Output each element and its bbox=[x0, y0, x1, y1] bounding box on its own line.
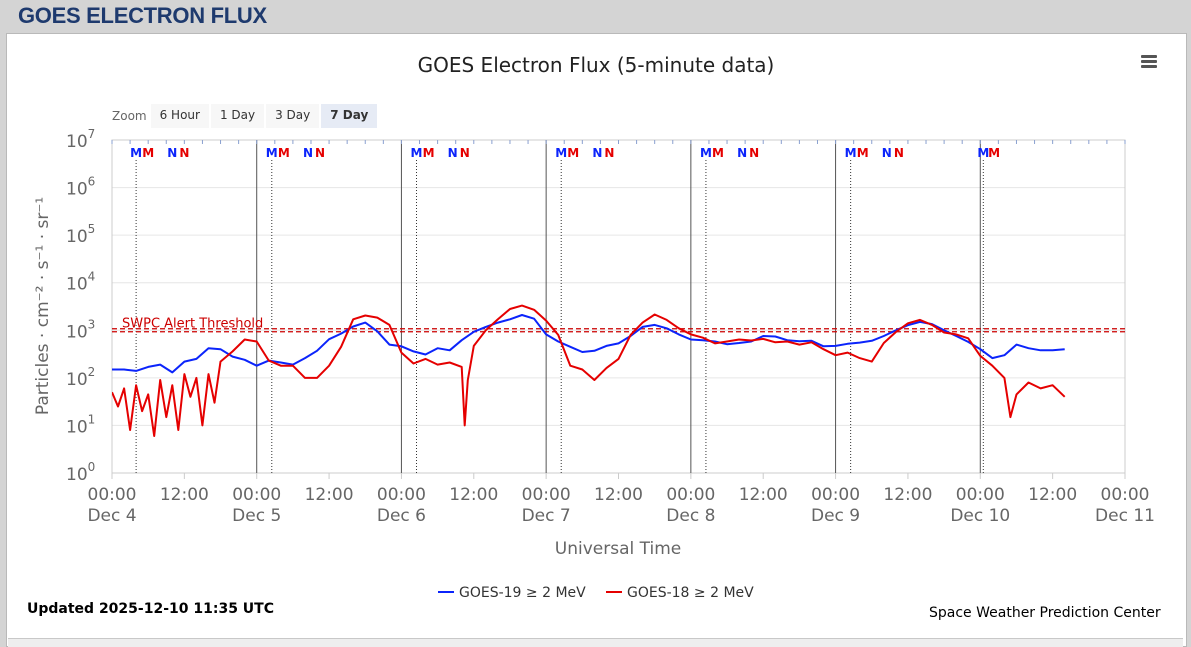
x-tick-date-label: Dec 4 bbox=[87, 506, 136, 526]
chart-menu-icon[interactable] bbox=[1138, 51, 1160, 73]
y-axis: 100 101 102 103 104 105 106 107 bbox=[66, 127, 95, 485]
series-lines bbox=[112, 304, 1066, 437]
zoom-label: Zoom bbox=[112, 109, 147, 123]
y-tick-label: 105 bbox=[66, 222, 95, 247]
x-tick-time-label: 12:00 bbox=[739, 485, 788, 505]
satellite-marker-label: M bbox=[130, 146, 142, 160]
y-tick-label: 107 bbox=[66, 127, 95, 152]
x-tick-time-label: 12:00 bbox=[305, 485, 354, 505]
chart-panel bbox=[6, 33, 1187, 647]
x-tick-date-label: Dec 10 bbox=[950, 506, 1010, 526]
satellite-marker-label: M bbox=[278, 146, 290, 160]
x-tick-time-label: 00:00 bbox=[956, 485, 1005, 505]
zoom-7-day-button[interactable]: 7 Day bbox=[321, 104, 378, 128]
threshold-label: SWPC Alert Threshold bbox=[122, 316, 263, 331]
satellite-marker-label: N bbox=[882, 146, 892, 160]
satellite-marker-label: M bbox=[266, 146, 278, 160]
x-tick-time-label: 12:00 bbox=[449, 485, 498, 505]
satellite-marker-label: N bbox=[592, 146, 602, 160]
updated-timestamp: Updated 2025-12-10 11:35 UTC bbox=[27, 601, 274, 617]
zoom-6-hour-button[interactable]: 6 Hour bbox=[150, 104, 209, 128]
satellite-marker-label: N bbox=[303, 146, 313, 160]
satellite-marker-label: M bbox=[567, 146, 579, 160]
x-axis-title: Universal Time bbox=[555, 539, 681, 559]
x-tick-time-label: 12:00 bbox=[594, 485, 643, 505]
satellite-markers: M M N N M M N N M M N N M M N N M M N N M M N N MM bbox=[130, 146, 1000, 473]
satellite-marker-label: N bbox=[315, 146, 325, 160]
satellite-marker-label: N bbox=[460, 146, 470, 160]
satellite-marker-label: M bbox=[977, 146, 989, 160]
legend-item-label: GOES-19 ≥ 2 MeV bbox=[459, 585, 586, 601]
satellite-marker-label: N bbox=[894, 146, 904, 160]
satellite-marker-label: N bbox=[604, 146, 614, 160]
satellite-marker-label: M bbox=[423, 146, 435, 160]
x-tick-date-label: Dec 9 bbox=[811, 506, 860, 526]
zoom-control: Zoom 6 Hour 1 Day 3 Day 7 Day bbox=[112, 104, 379, 128]
page-header: GOES ELECTRON FLUX bbox=[0, 0, 1191, 32]
x-tick-time-label: 00:00 bbox=[811, 485, 860, 505]
satellite-marker-label: M bbox=[142, 146, 154, 160]
x-tick-time-label: 00:00 bbox=[666, 485, 715, 505]
credit-text: Space Weather Prediction Center bbox=[929, 605, 1161, 621]
satellite-marker-label: N bbox=[167, 146, 177, 160]
x-tick-time-label: 00:00 bbox=[232, 485, 281, 505]
legend-item-label: GOES-18 ≥ 2 MeV bbox=[627, 585, 754, 601]
chart-title: GOES Electron Flux (5-minute data) bbox=[418, 53, 775, 77]
zoom-1-day-button[interactable]: 1 Day bbox=[210, 104, 265, 128]
bottom-scroll-area bbox=[8, 638, 1183, 647]
satellite-marker-label: N bbox=[179, 146, 189, 160]
x-tick-date-label: Dec 11 bbox=[1095, 506, 1155, 526]
x-tick-date-label: Dec 5 bbox=[232, 506, 281, 526]
y-tick-label: 103 bbox=[66, 317, 95, 342]
plot-grid bbox=[111, 139, 1126, 474]
x-tick-date-label: Dec 6 bbox=[377, 506, 426, 526]
y-tick-label: 102 bbox=[66, 365, 95, 390]
x-tick-time-label: 00:00 bbox=[377, 485, 426, 505]
x-tick-date-label: Dec 8 bbox=[666, 506, 715, 526]
zoom-3-day-button[interactable]: 3 Day bbox=[266, 104, 320, 128]
page-title: GOES ELECTRON FLUX bbox=[18, 3, 267, 28]
y-axis-title: Particles · cm⁻² · s⁻¹ · sr⁻¹ bbox=[33, 197, 53, 415]
y-tick-label: 104 bbox=[66, 270, 95, 295]
satellite-marker-label: N bbox=[737, 146, 747, 160]
x-tick-time-label: 12:00 bbox=[883, 485, 932, 505]
satellite-marker-label: M bbox=[857, 146, 869, 160]
chart-legend: GOES-19 ≥ 2 MeV GOES-18 ≥ 2 MeV bbox=[438, 585, 754, 601]
satellite-marker-label: M bbox=[988, 146, 1000, 160]
series-line bbox=[112, 304, 1066, 437]
satellite-marker-label: M bbox=[700, 146, 712, 160]
x-tick-time-label: 00:00 bbox=[88, 485, 137, 505]
y-tick-label: 106 bbox=[66, 175, 95, 200]
x-tick-time-label: 12:00 bbox=[1028, 485, 1077, 505]
x-tick-time-label: 00:00 bbox=[522, 485, 571, 505]
x-tick-time-label: 12:00 bbox=[160, 485, 209, 505]
x-tick-date-label: Dec 7 bbox=[522, 506, 571, 526]
threshold-line: SWPC Alert Threshold bbox=[112, 316, 1125, 333]
y-tick-label: 101 bbox=[66, 412, 95, 437]
plot-frame bbox=[111, 139, 1126, 474]
y-tick-label: 100 bbox=[66, 460, 95, 485]
satellite-marker-label: M bbox=[411, 146, 423, 160]
satellite-marker-label: N bbox=[448, 146, 458, 160]
satellite-marker-label: M bbox=[712, 146, 724, 160]
satellite-marker-label: M bbox=[555, 146, 567, 160]
satellite-marker-label: N bbox=[749, 146, 759, 160]
x-tick-time-label: 00:00 bbox=[1101, 485, 1150, 505]
satellite-marker-label: M bbox=[845, 146, 857, 160]
